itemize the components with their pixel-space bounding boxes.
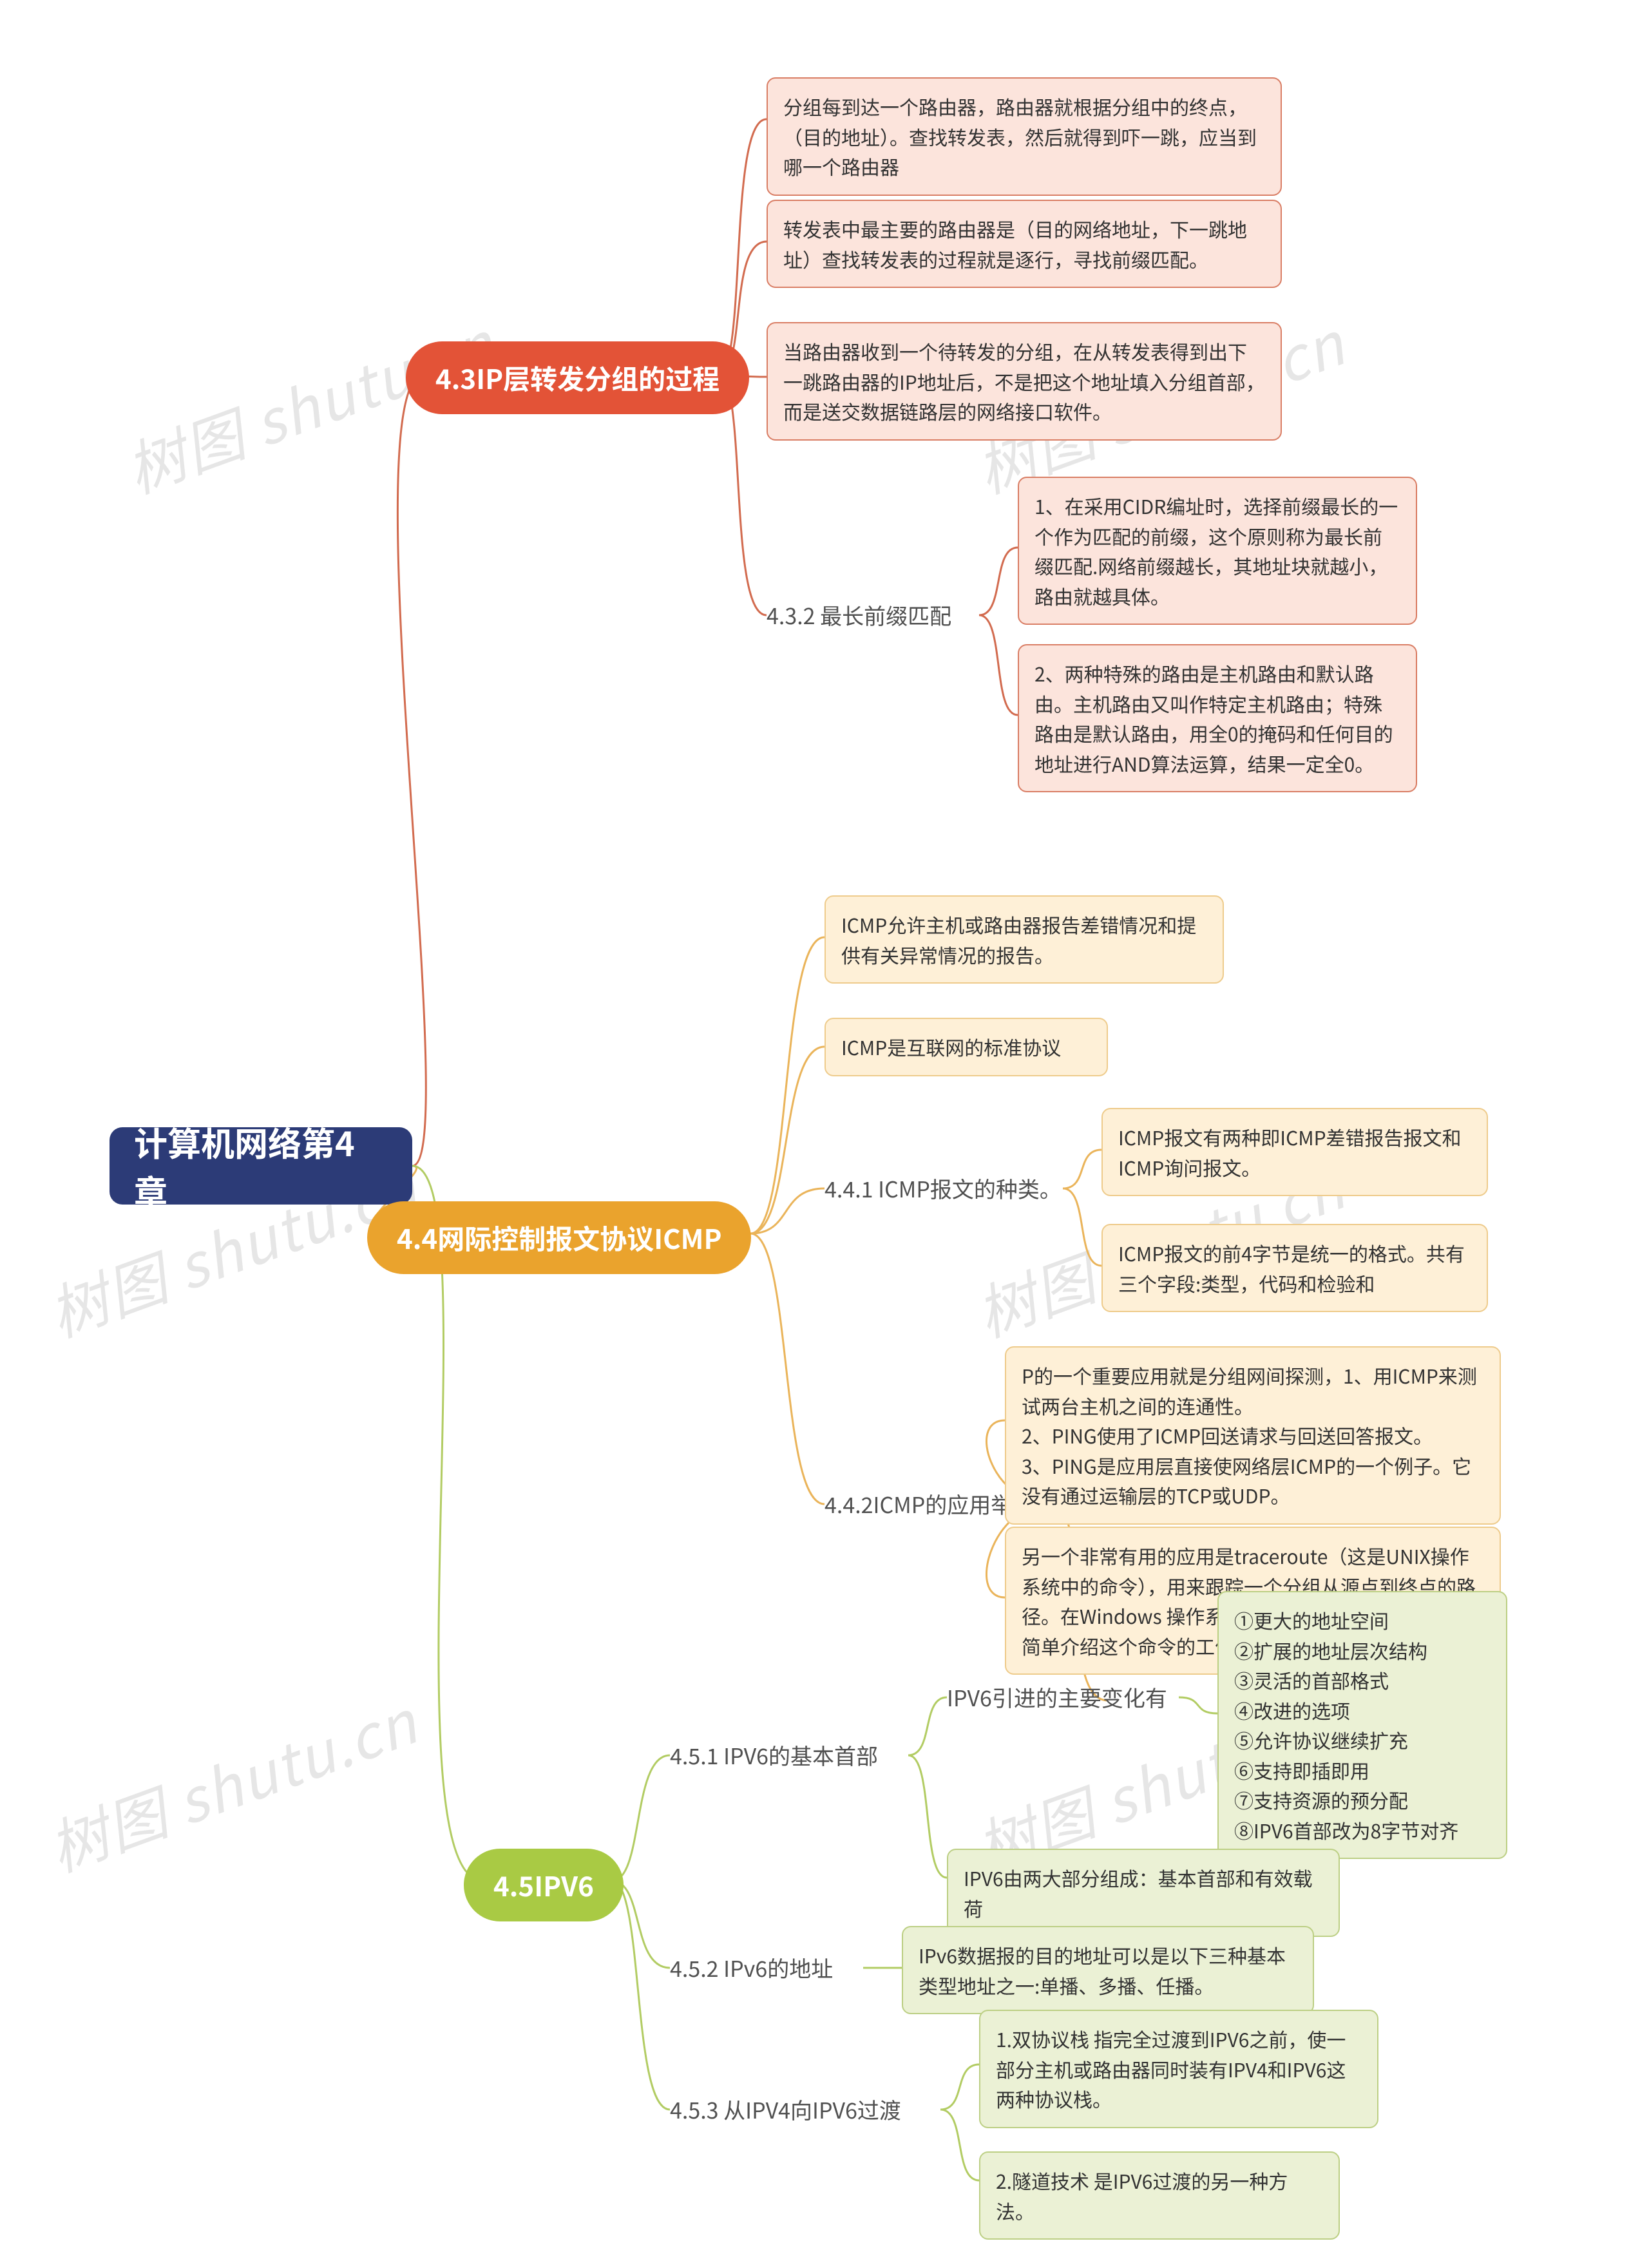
sub-4-4-2[interactable]: 4.4.2ICMP的应用举例 xyxy=(824,1488,1034,1520)
leaf-b1s1b[interactable]: 2、两种特殊的路由是主机路由和默认路由。主机路由又叫作特定主机路由；特殊路由是默… xyxy=(1018,644,1417,792)
branch-label: 4.3IP层转发分组的过程 xyxy=(435,358,720,397)
sub-4-5-1-changes[interactable]: IPV6引进的主要变化有 xyxy=(947,1681,1167,1713)
leaf-b2s2a[interactable]: P的一个重要应用就是分组网间探测，1、用ICMP来测试两台主机之间的连通性。 2… xyxy=(1005,1346,1501,1525)
leaf-b1s1a[interactable]: 1、在采用CIDR编址时，选择前缀最长的一个作为匹配的前缀，这个原则称为最长前缀… xyxy=(1018,477,1417,625)
watermark: 树图 shutu.cn xyxy=(35,1676,428,1889)
leaf-b3s1-changes-list[interactable]: ①更大的地址空间 ②扩展的地址层次结构 ③灵活的首部格式 ④改进的选项 ⑤允许协… xyxy=(1217,1591,1507,1859)
sub-4-4-1[interactable]: 4.4.1 ICMP报文的种类。 xyxy=(824,1172,1062,1204)
leaf-b1b[interactable]: 转发表中最主要的路由器是（目的网络地址，下一跳地址）查找转发表的过程就是逐行，寻… xyxy=(767,200,1282,288)
leaf-b3s3a[interactable]: 1.双协议栈 指完全过渡到IPV6之前，使一部分主机或路由器同时装有IPV4和I… xyxy=(979,2010,1378,2128)
branch-4-5[interactable]: 4.5IPV6 xyxy=(464,1849,624,1921)
leaf-b3s1b[interactable]: IPV6由两大部分组成：基本首部和有效载荷 xyxy=(947,1849,1340,1937)
root-node[interactable]: 计算机网络第4章 xyxy=(110,1127,412,1205)
sub-4-5-2[interactable]: 4.5.2 IPv6的地址 xyxy=(670,1952,833,1983)
leaf-b2b[interactable]: ICMP是互联网的标准协议 xyxy=(824,1018,1108,1076)
branch-label: 4.5IPV6 xyxy=(493,1865,594,1905)
mindmap-canvas: 树图 shutu.cn 树图 shutu.cn 树图 shutu.cn 树图 s… xyxy=(0,0,1649,2268)
sub-4-5-1[interactable]: 4.5.1 IPV6的基本首部 xyxy=(670,1739,878,1771)
branch-4-3[interactable]: 4.3IP层转发分组的过程 xyxy=(406,341,749,414)
root-label: 计算机网络第4章 xyxy=(134,1118,388,1214)
branch-label: 4.4网际控制报文协议ICMP xyxy=(397,1218,721,1257)
leaf-b1c[interactable]: 当路由器收到一个待转发的分组，在从转发表得到出下一跳路由器的IP地址后，不是把这… xyxy=(767,322,1282,441)
leaf-b3s2a[interactable]: IPv6数据报的目的地址可以是以下三种基本类型地址之一:单播、多播、任播。 xyxy=(902,1926,1314,2014)
leaf-b2a[interactable]: ICMP允许主机或路由器报告差错情况和提供有关异常情况的报告。 xyxy=(824,895,1224,984)
leaf-b3s3b[interactable]: 2.隧道技术 是IPV6过渡的另一种方法。 xyxy=(979,2151,1340,2240)
leaf-b1a[interactable]: 分组每到达一个路由器，路由器就根据分组中的终点，（目的地址）。查找转发表，然后就… xyxy=(767,77,1282,196)
sub-4-5-3[interactable]: 4.5.3 从IPV4向IPV6过渡 xyxy=(670,2093,901,2125)
branch-4-4[interactable]: 4.4网际控制报文协议ICMP xyxy=(367,1201,751,1274)
leaf-b2s1a[interactable]: ICMP报文有两种即ICMP差错报告报文和ICMP询问报文。 xyxy=(1101,1108,1488,1196)
sub-4-3-2[interactable]: 4.3.2 最长前缀匹配 xyxy=(767,599,951,631)
leaf-b2s1b[interactable]: ICMP报文的前4字节是统一的格式。共有三个字段:类型，代码和检验和 xyxy=(1101,1224,1488,1312)
